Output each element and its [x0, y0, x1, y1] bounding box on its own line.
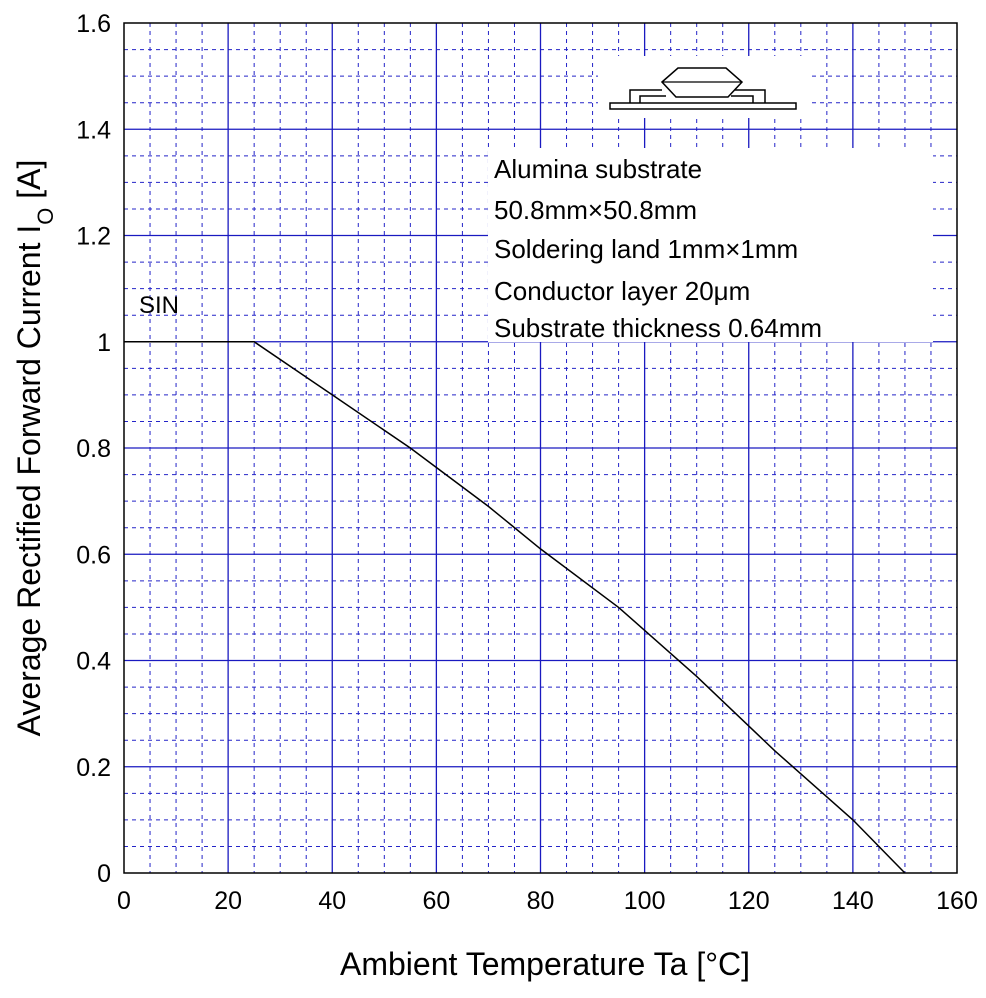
y-tick-labels: 0 0.2 0.4 0.6 0.8 1 1.2 1.4 1.6: [76, 10, 111, 888]
x-tick-label: 100: [624, 887, 666, 915]
y-tick-label: 0.8: [76, 435, 111, 463]
y-tick-label: 1.6: [76, 10, 111, 38]
x-tick-label: 80: [527, 887, 555, 915]
x-tick-labels: 0 20 40 60 80 100 120 140 160: [117, 887, 978, 915]
x-tick-label: 140: [832, 887, 874, 915]
annotation-line-1: Alumina substrate: [494, 154, 702, 184]
annotation-box: Alumina substrate 50.8mm×50.8mm Solderin…: [488, 148, 933, 343]
package-icon-substrate: [609, 102, 797, 110]
plot-frame: [123, 22, 958, 874]
package-icon-lead-left: [629, 89, 662, 103]
y-tick-label: 1.4: [76, 116, 111, 144]
x-tick-label: 120: [728, 887, 770, 915]
y-tick-label: 0.2: [76, 754, 111, 782]
annotation-line-5: Substrate thickness 0.64mm: [494, 313, 822, 343]
series-label-sin: SIN: [139, 292, 179, 319]
y-tick-label: 0: [97, 860, 111, 888]
x-tick-label: 160: [936, 887, 978, 915]
surface-mount-package-icon: [598, 56, 808, 118]
x-tick-label: 60: [422, 887, 450, 915]
x-tick-label: 20: [214, 887, 242, 915]
package-icon-lead-left-inner: [639, 95, 666, 103]
x-axis-title: Ambient Temperature Ta [°C]: [340, 946, 750, 982]
x-tick-label: 0: [117, 887, 131, 915]
y-axis-title-subscript: O: [33, 208, 58, 225]
y-axis-title: Average Rectified Forward Current IO [A]: [11, 160, 58, 737]
annotation-line-2: 50.8mm×50.8mm: [494, 195, 697, 225]
y-tick-label: 0.4: [76, 648, 111, 676]
y-tick-label: 0.6: [76, 541, 111, 569]
y-axis-title-unit: [A]: [11, 160, 47, 208]
y-axis-title-main: Average Rectified Forward Current I: [11, 225, 47, 737]
y-tick-label: 1: [97, 329, 111, 357]
annotation-line-3: Soldering land 1mm×1mm: [494, 234, 798, 264]
annotation-background: [488, 148, 933, 342]
annotation-line-4: Conductor layer 20μm: [494, 276, 750, 306]
y-tick-label: 1.2: [76, 223, 111, 251]
x-tick-label: 40: [318, 887, 346, 915]
package-icon-lead-right: [735, 89, 766, 103]
series-line-sin: [124, 341, 906, 874]
package-icon-lead-right-inner: [731, 95, 754, 103]
series-layer: [124, 341, 906, 874]
